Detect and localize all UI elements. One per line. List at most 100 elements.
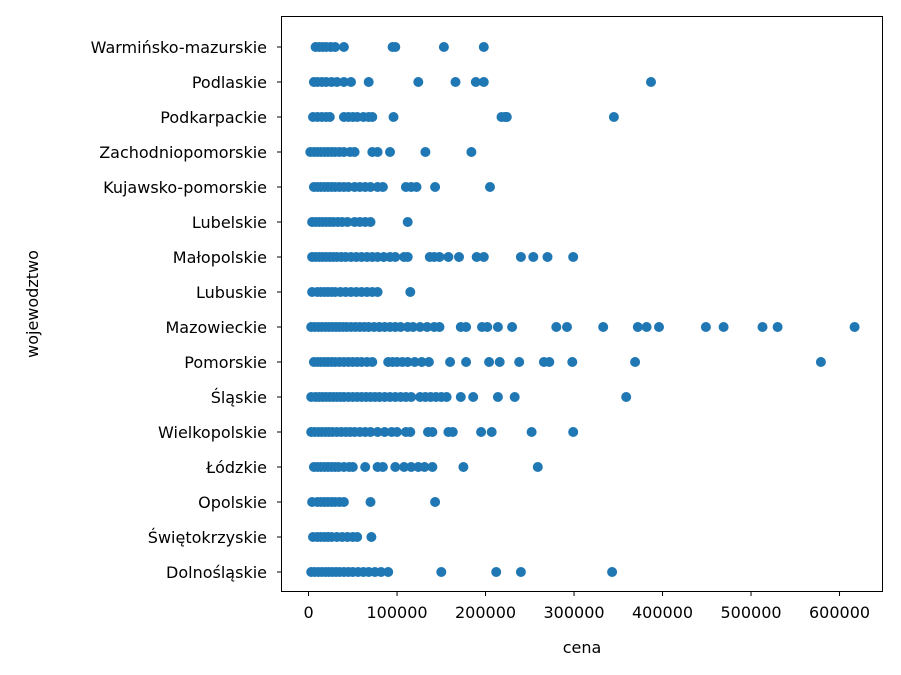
point-6-25 (454, 252, 464, 262)
point-11-22 (427, 427, 438, 437)
point-0-10 (478, 42, 489, 52)
point-9-32 (815, 357, 826, 367)
point-8-42 (757, 322, 768, 332)
point-5-14 (402, 217, 413, 227)
point-5-13 (365, 217, 376, 227)
point-9-30 (567, 357, 578, 367)
point-8-35 (562, 322, 572, 332)
x-axis-label: cena (563, 638, 602, 657)
point-8-38 (641, 322, 652, 332)
point-8-27 (434, 322, 445, 332)
point-8-33 (507, 322, 518, 332)
points-layer (305, 42, 860, 577)
y-tick-label-11: Kujawsko-pomorskie (103, 178, 267, 197)
point-0-5 (330, 42, 341, 52)
point-8-29 (461, 322, 472, 332)
point-1-5 (331, 77, 342, 87)
point-9-23 (445, 357, 456, 367)
point-9-21 (416, 357, 427, 367)
point-9-27 (514, 357, 525, 367)
point-11-15 (372, 427, 383, 437)
point-6-23 (434, 252, 445, 262)
point-12-20 (458, 462, 469, 472)
point-1-8 (363, 77, 374, 87)
point-2-15 (501, 112, 512, 122)
point-2-12 (388, 112, 399, 122)
point-5-9 (342, 217, 353, 227)
point-4-15 (377, 182, 388, 192)
point-12-16 (406, 462, 417, 472)
point-9-31 (630, 357, 641, 367)
point-12-15 (399, 462, 410, 472)
point-8-37 (632, 322, 643, 332)
point-6-30 (542, 252, 553, 262)
x-tick-label-4: 400000 (632, 603, 693, 622)
point-3-13 (372, 147, 383, 157)
point-9-19 (402, 357, 413, 367)
point-6-31 (568, 252, 579, 262)
y-tick-label-1: Świętokrzyskie (148, 528, 267, 547)
point-11-14 (365, 427, 376, 437)
point-6-26 (471, 252, 482, 262)
point-15-17 (383, 567, 394, 577)
point-2-11 (367, 112, 378, 122)
point-10-33 (509, 392, 520, 402)
y-tick-label-3: Łódzkie (205, 458, 267, 477)
point-6-20 (402, 252, 413, 262)
y-axis-label: wojewodztwo (23, 250, 42, 358)
point-8-32 (492, 322, 503, 332)
point-11-18 (392, 427, 402, 437)
point-8-43 (772, 322, 783, 332)
point-15-20 (515, 567, 526, 577)
point-14-11 (366, 532, 377, 542)
point-9-20 (409, 357, 420, 367)
point-8-39 (654, 322, 664, 332)
point-15-19 (491, 567, 502, 577)
point-8-31 (482, 322, 493, 332)
point-8-23 (408, 322, 418, 332)
point-1-10 (450, 77, 461, 87)
point-10-31 (468, 392, 479, 402)
y-tick-label-5: Śląskie (211, 388, 267, 407)
point-12-13 (377, 462, 388, 472)
point-7-15 (405, 287, 416, 297)
point-6-18 (390, 252, 401, 262)
point-9-26 (494, 357, 505, 367)
x-tick-label-1: 100000 (367, 603, 428, 622)
point-8-34 (551, 322, 562, 332)
point-15-18 (436, 567, 447, 577)
point-12-14 (390, 462, 401, 472)
x-axis: 0 100000 200000 300000 400000 500000 600000 (303, 591, 870, 622)
point-7-14 (372, 287, 383, 297)
point-10-30 (455, 392, 466, 402)
point-9-22 (423, 357, 434, 367)
point-0-8 (390, 42, 401, 52)
point-0-9 (438, 42, 449, 52)
point-11-20 (405, 427, 416, 437)
point-6-28 (515, 252, 526, 262)
plot-frame (281, 16, 883, 592)
point-4-19 (430, 182, 441, 192)
y-tick-label-14: Podlaskie (192, 73, 267, 92)
y-tick-label-6: Pomorskie (184, 353, 267, 372)
point-10-34 (621, 392, 632, 402)
y-tick-label-12: Zachodniopomorskie (99, 143, 267, 162)
y-tick-label-0: Dolnośląskie (166, 563, 267, 582)
point-6-29 (528, 252, 539, 262)
point-3-11 (349, 147, 360, 157)
point-8-40 (700, 322, 711, 332)
point-6-27 (478, 252, 489, 262)
point-8-24 (415, 322, 426, 332)
point-1-13 (646, 77, 656, 87)
point-12-18 (419, 462, 430, 472)
point-1-7 (346, 77, 356, 87)
y-tick-label-8: Lubuskie (196, 283, 267, 302)
point-12-10 (347, 462, 358, 472)
point-10-32 (492, 392, 503, 402)
y-tick-label-4: Wielkopolskie (158, 423, 267, 442)
point-9-14 (367, 357, 378, 367)
point-3-14 (385, 147, 395, 157)
point-9-29 (544, 357, 555, 367)
point-12-21 (532, 462, 543, 472)
